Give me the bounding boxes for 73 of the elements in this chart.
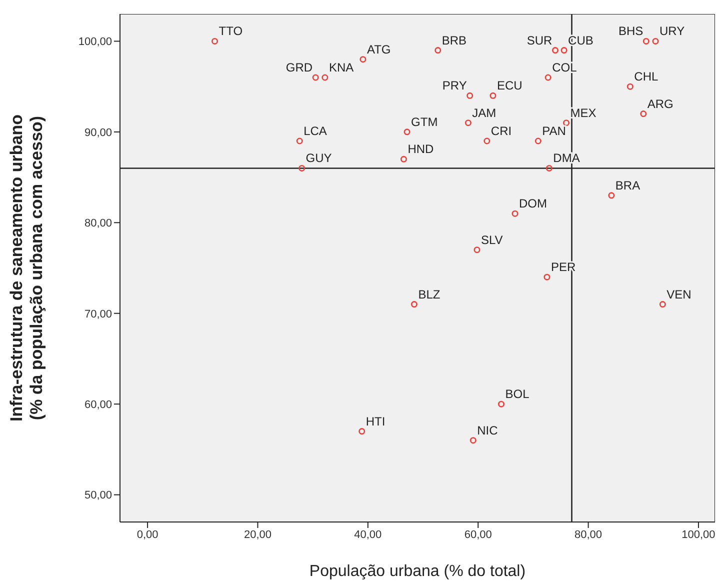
x-tick-label: 100,00 [682,528,716,541]
annotation: NIC [477,423,498,438]
point [322,74,328,81]
annotation: CRI [490,124,512,138]
annotation: BRB [442,33,467,48]
annotation: GRD [286,60,313,74]
x-axis-title: População urbana (% do total) [309,563,526,580]
point [490,92,496,99]
annotation: BOL [505,387,530,402]
point [474,246,480,254]
point [360,56,366,63]
point [560,47,568,54]
y-tick-label: 70,00 [84,308,112,320]
annotation: PRY [442,78,467,93]
y-tick-label: 50,00 [84,490,112,502]
annotation: BLZ [418,287,440,302]
annotation: KNA [328,60,354,74]
point [400,156,407,162]
annotation: BRA [615,178,640,192]
annotation: HTI [366,414,386,428]
point [434,47,442,54]
point [544,74,552,81]
point [552,47,558,54]
point [484,138,490,144]
point [358,428,366,435]
point [546,164,552,172]
point [410,301,418,308]
annotation: SUR [526,33,553,48]
point [652,38,659,44]
x-tick-label: 60,00 [464,528,492,541]
y-axis-title: Infra-estrutura de saneamento urbano (% da população urbana com acesso) [7,114,46,422]
point [312,74,319,81]
point [642,38,650,44]
point [404,128,410,136]
y-tick-label: 100,00 [78,36,112,48]
point [296,138,303,144]
point [608,192,615,199]
x-tick-label: 40,00 [354,528,382,541]
y-tick-label: 80,00 [84,218,112,230]
x-tick-label: 0,00 [136,528,158,541]
x-tick-label: 20,00 [244,528,272,541]
point [544,274,550,280]
point [512,210,518,217]
point [659,301,666,308]
annotation: VEN [666,287,692,302]
annotation: ECU [496,78,522,93]
annotation: BHS [618,24,644,38]
point [298,164,306,172]
annotation: ATG [366,42,391,56]
point [470,437,476,444]
annotation: CHL [634,70,658,84]
point [498,400,504,408]
point [466,92,474,99]
point [464,120,472,126]
annotation: PAN [542,124,566,138]
annotation: LCA [304,124,327,138]
annotation: URY [660,24,685,38]
annotation: ARG [647,96,674,111]
annotation: GUY [306,151,332,166]
annotation: HND [408,142,434,156]
annotation: DOM [519,196,548,211]
point [640,110,647,118]
point [212,38,218,44]
annotation: SLV [481,232,503,247]
point [563,120,570,126]
point [626,83,634,90]
point [534,138,542,144]
y-tick-label: 90,00 [84,126,112,139]
x-tick-label: 80,00 [574,528,602,541]
annotation: JAM [472,106,496,120]
annotation: GTM [411,114,438,129]
annotation: TTO [218,24,243,38]
y-tick-label: 60,00 [84,398,112,411]
